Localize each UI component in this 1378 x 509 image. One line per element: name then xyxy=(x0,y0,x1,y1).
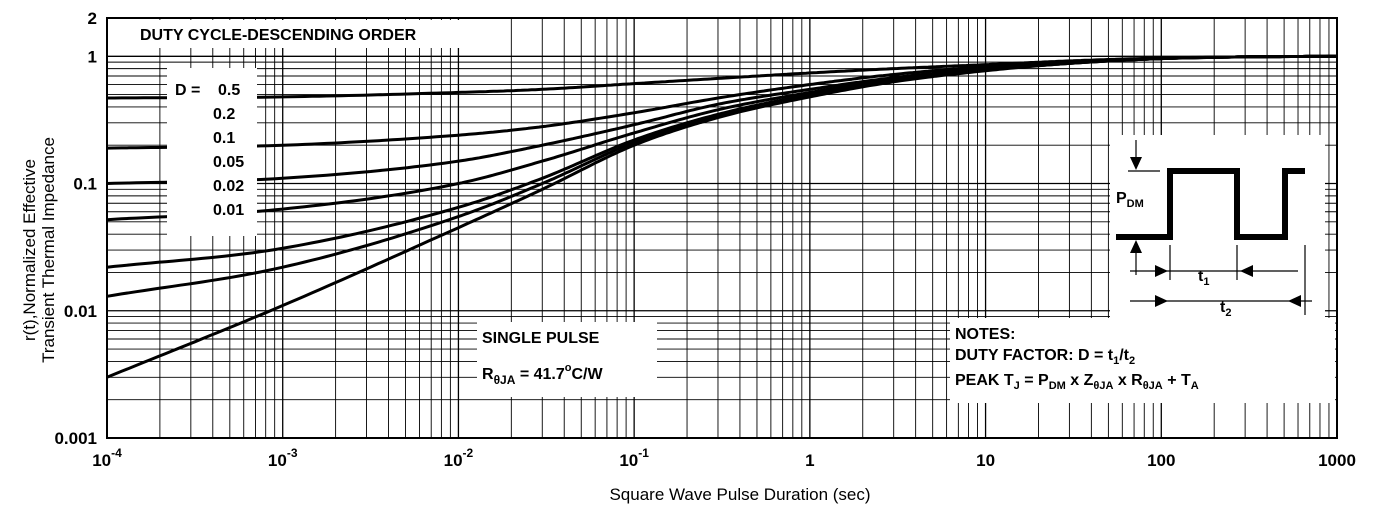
t2-label: t2 xyxy=(1220,299,1231,319)
legend-d-prefix: D = xyxy=(175,82,200,99)
single-pulse-box xyxy=(477,322,657,397)
single-pulse-label: SINGLE PULSE xyxy=(482,330,600,347)
t2-arrowhead-left xyxy=(1288,295,1301,307)
notes-title: NOTES: xyxy=(955,326,1015,343)
plot-frame xyxy=(106,17,1338,439)
legend-d-value: 0.05 xyxy=(213,154,244,171)
t1-arrowhead-right xyxy=(1155,265,1168,277)
x-tick-label: 1000 xyxy=(1318,451,1356,470)
t1-arrowhead-left xyxy=(1240,265,1253,277)
y-tick-label: 1 xyxy=(88,47,97,66)
legend-d-value: 0.5 xyxy=(218,82,240,99)
rth-unit: C/W xyxy=(572,366,604,383)
pulse-diagram: PDM t1 t2 xyxy=(1110,135,1325,320)
pdm-label: PDM xyxy=(1116,190,1144,210)
pdm-arrowhead-bottom xyxy=(1130,240,1142,253)
y-axis-title-line2: Transient Thermal Impedance xyxy=(39,137,58,363)
y-tick-label: 0.001 xyxy=(54,429,97,448)
x-tick-label: 10-4 xyxy=(92,446,122,470)
y-tick-label: 0.01 xyxy=(64,302,97,321)
series-line xyxy=(106,54,1337,379)
x-tick-label: 100 xyxy=(1147,451,1175,470)
rth-label: RθJA = 41.7oC/W xyxy=(482,362,604,387)
y-tick-labels: 2 1 0.1 0.01 0.001 xyxy=(54,9,97,448)
x-tick-label: 10 xyxy=(976,451,995,470)
notes-duty-factor: DUTY FACTOR: D = t1/t2 xyxy=(955,347,1135,367)
legend-box xyxy=(167,68,257,236)
t2-arrowhead-right xyxy=(1155,295,1168,307)
x-tick-label: 10-1 xyxy=(619,446,649,470)
legend-d-value: 0.2 xyxy=(213,106,235,123)
legend-d-value: 0.01 xyxy=(213,202,244,219)
rth-sub: θJA xyxy=(494,373,516,387)
x-tick-labels: 10-4 10-3 10-2 10-1 1 10 100 1000 xyxy=(92,446,1356,470)
t1-label: t1 xyxy=(1198,268,1209,288)
y-axis-title-line1: r(t),Normalized Effective xyxy=(20,159,39,341)
rth-main: R xyxy=(482,366,494,383)
x-tick-label: 1 xyxy=(805,451,814,470)
pulse-diagram-box xyxy=(1110,135,1325,320)
x-axis-title: Square Wave Pulse Duration (sec) xyxy=(609,485,870,504)
legend-values: 0.5 0.2 0.1 0.05 0.02 0.01 xyxy=(213,82,244,219)
rth-eq: = 41.7 xyxy=(515,366,564,383)
pulse-waveform xyxy=(1116,168,1305,240)
legend-d-value: 0.1 xyxy=(213,130,235,147)
x-tick-label: 10-2 xyxy=(444,446,474,470)
y-tick-label: 2 xyxy=(88,9,97,28)
y-tick-label: 0.1 xyxy=(73,175,97,194)
notes-peak-tj: PEAK TJ = PDM x ZθJA x RθJA + TA xyxy=(955,372,1199,392)
duty-cycle-title: DUTY CYCLE-DESCENDING ORDER xyxy=(140,27,417,44)
series-lines xyxy=(106,54,1337,379)
legend-d-value: 0.02 xyxy=(213,178,244,195)
duty-title-box xyxy=(135,20,475,48)
pdm-arrowhead-top xyxy=(1130,157,1142,170)
notes-box xyxy=(950,318,1335,403)
rth-deg: o xyxy=(565,362,572,374)
x-tick-label: 10-3 xyxy=(268,446,298,470)
